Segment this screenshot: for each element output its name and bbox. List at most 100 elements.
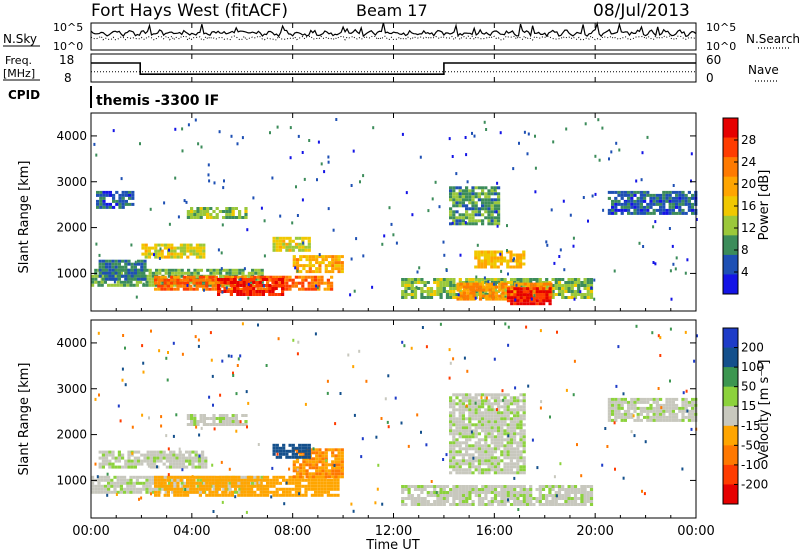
heatmap-cell (100, 475, 104, 479)
heatmap-cell (262, 493, 266, 497)
heatmap-cell (510, 299, 514, 303)
heatmap-cell (272, 245, 276, 249)
heatmap-cell (308, 264, 312, 268)
heatmap-cell (154, 252, 158, 256)
heatmap-cell (91, 280, 95, 284)
heatmap-cell (205, 478, 209, 482)
heatmap-cell (253, 275, 257, 279)
heatmap-cell (330, 484, 334, 488)
heatmap-cell (491, 288, 495, 292)
heatmap-cell (522, 256, 526, 260)
heatmap-cell (439, 278, 443, 281)
heatmap-cell (168, 248, 170, 252)
heatmap-cell (238, 210, 242, 213)
heatmap-cell (474, 256, 478, 260)
heatmap-cell (466, 294, 470, 298)
heatmap-cell (170, 249, 174, 253)
heatmap-cell (499, 252, 502, 256)
heatmap-cell (260, 280, 264, 284)
heatmap-cell (195, 287, 199, 291)
heatmap-cell (271, 290, 275, 293)
heatmap-cell (96, 193, 100, 197)
heatmap-cell (483, 250, 487, 254)
heatmap-cell (468, 468, 472, 472)
heatmap-cell (331, 454, 335, 458)
heatmap-cell (493, 444, 497, 448)
heatmap-cell (243, 481, 247, 485)
heatmap-cell (522, 402, 526, 406)
heatmap-cell (192, 252, 196, 256)
heatmap-cell (583, 287, 587, 290)
heatmap-cell (170, 246, 174, 250)
heatmap-cell (275, 487, 279, 491)
heatmap-cell (143, 274, 147, 278)
heatmap-cell (646, 400, 650, 404)
heatmap-cell (413, 485, 418, 488)
heatmap-cell (166, 281, 170, 285)
heatmap-cell (477, 503, 482, 506)
heatmap-cell (228, 271, 232, 275)
heatmap-cell (190, 271, 194, 275)
heatmap-cell (256, 481, 260, 485)
heatmap-cell (523, 130, 526, 134)
heatmap-cell (678, 202, 682, 206)
heatmap-cell (519, 435, 523, 439)
heatmap-cell (532, 299, 536, 303)
heatmap-cell (153, 453, 157, 457)
heatmap-cell (97, 331, 100, 335)
heatmap-cell (494, 294, 499, 298)
heatmap-cell (461, 488, 466, 491)
heatmap-cell (516, 408, 520, 412)
heatmap-cell (192, 481, 196, 485)
heatmap-cell (148, 478, 152, 482)
heatmap-cell (589, 278, 594, 281)
heatmap-cell (455, 222, 459, 226)
heatmap-cell (509, 453, 513, 457)
heatmap-cell (643, 211, 647, 215)
heatmap-cell (471, 503, 475, 506)
heatmap-cell (513, 396, 517, 400)
heatmap-cell (635, 324, 638, 328)
heatmap-cell (461, 195, 465, 199)
heatmap-cell (311, 475, 316, 479)
heatmap-cell (94, 397, 97, 401)
heatmap-cell (477, 420, 481, 424)
heatmap-cell (449, 361, 452, 365)
heatmap-cell (509, 468, 513, 472)
heatmap-cell (262, 478, 266, 482)
heatmap-cell (504, 291, 508, 295)
heatmap-cell (326, 478, 330, 482)
heatmap-cell (121, 274, 125, 278)
heatmap-cell (231, 420, 235, 423)
heatmap-cell (330, 287, 334, 291)
heatmap-cell (687, 202, 691, 206)
heatmap-cell (166, 487, 170, 491)
heatmap-cell (652, 406, 656, 410)
heatmap-cell (551, 500, 555, 503)
heatmap-cell (497, 186, 501, 190)
heatmap-cell (108, 202, 112, 206)
heatmap-cell (194, 118, 197, 122)
heatmap-cell (371, 285, 374, 289)
heatmap-cell (205, 284, 209, 288)
heatmap-cell (455, 293, 459, 296)
heatmap-cell (331, 270, 335, 274)
heatmap-cell (131, 190, 135, 194)
heatmap-cell (101, 268, 105, 272)
heatmap-cell (299, 469, 303, 473)
heatmap-cell (649, 199, 653, 203)
heatmap-cell (468, 198, 472, 202)
heatmap-cell (484, 420, 488, 424)
heatmap-cell (451, 221, 454, 225)
heatmap-cell (522, 399, 526, 403)
heatmap-cell (192, 490, 196, 494)
heatmap-cell (554, 287, 558, 290)
heatmap-cell (532, 296, 536, 300)
heatmap-cell (487, 471, 491, 475)
heatmap-cell (477, 399, 481, 403)
heatmap-cell (449, 189, 453, 193)
heatmap-cell (307, 275, 311, 279)
heatmap-cell (176, 484, 180, 488)
heatmap-cell (278, 446, 283, 450)
